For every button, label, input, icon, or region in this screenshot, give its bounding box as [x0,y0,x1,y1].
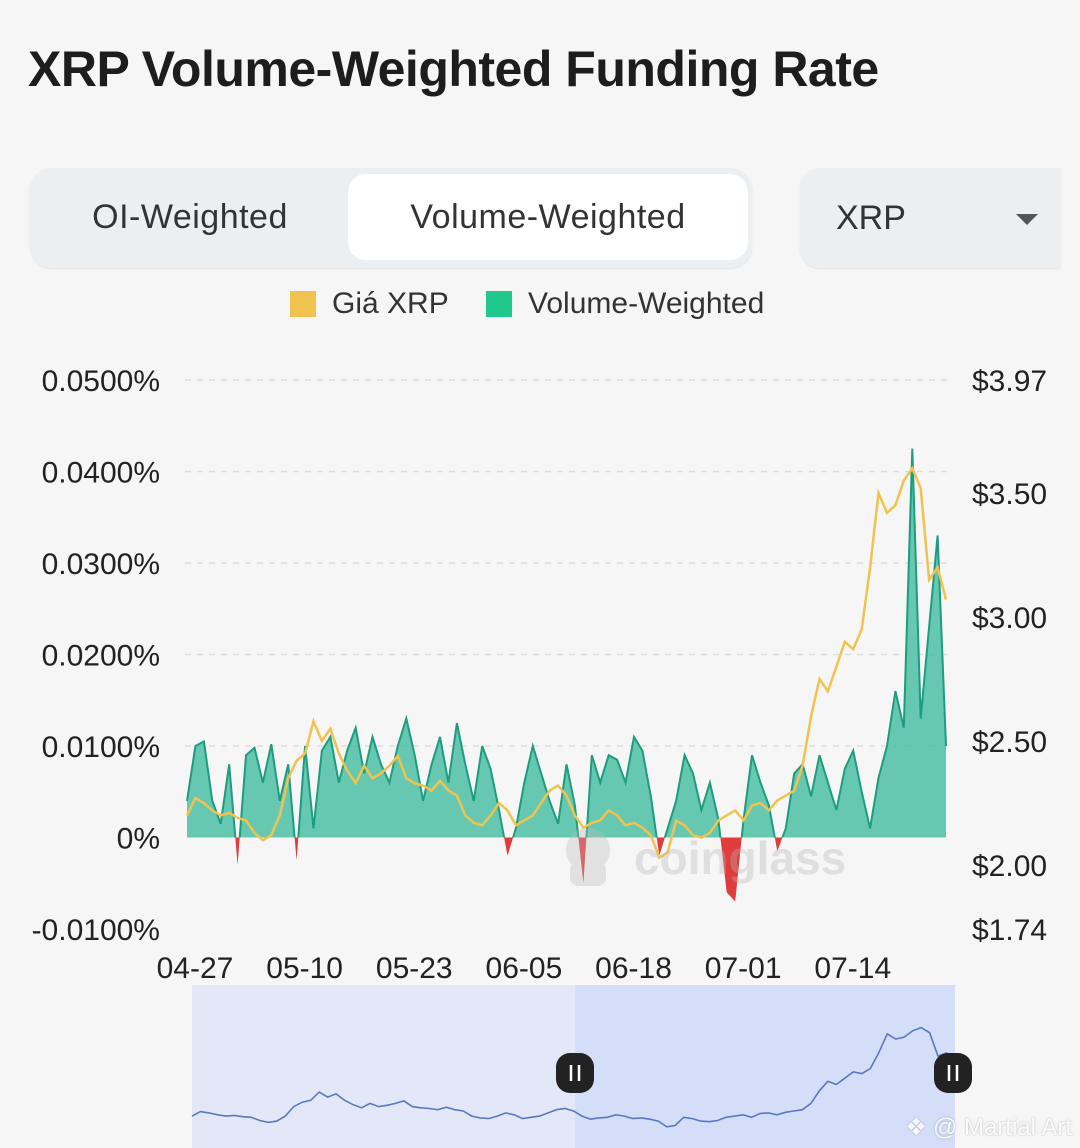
chart-legend: Giá XRP Volume-Weighted [0,284,1080,324]
legend-swatch-price [290,291,316,317]
x-tick-label: 05-10 [266,952,343,985]
y-right-tick-label: $3.00 [972,602,1047,635]
y-left-tick-label: -0.0100% [32,914,160,947]
legend-label-volume-weighted: Volume-Weighted [528,287,765,320]
chevron-down-icon [1016,214,1038,225]
funding-rate-chart[interactable]: 0.0500% 0.0400% 0.0300% 0.0200% 0.0100% 0% -0.… [0,0,1080,985]
x-tick-label: 06-18 [595,952,672,985]
navigator-selected-range [575,985,955,1148]
funding-area-positive [187,448,946,838]
tab-oi-weighted[interactable]: OI-Weighted [92,198,288,236]
y-left-tick-label: 0.0100% [42,731,160,764]
y-left-tick-label: 0% [117,823,160,856]
legend-label-price: Giá XRP [332,287,449,320]
price-line [185,465,948,860]
y-right-tick-label: $3.97 [972,365,1047,398]
y-left-tick-label: 0.0200% [42,640,160,673]
x-tick-label: 07-01 [705,952,782,985]
page-title: XRP Volume-Weighted Funding Rate [28,41,879,97]
x-tick-label: 04-27 [157,952,234,985]
y-right-tick-label: $2.00 [972,850,1047,883]
y-left-tick-label: 0.0300% [42,548,160,581]
photo-watermark-text: @ Martial Art [932,1113,1072,1141]
coinglass-watermark: coinglass [566,828,846,886]
diamond-icon: ❖ [905,1114,927,1141]
x-tick-label: 05-23 [376,952,453,985]
x-tick-label: 07-14 [814,952,891,985]
funding-line [186,448,947,838]
coin-select-value: XRP [836,199,906,237]
navigator-line [191,1026,956,1128]
navigator-handle-left[interactable] [556,1053,594,1093]
legend-item-volume-weighted[interactable]: Volume-Weighted [486,284,764,324]
coin-select[interactable]: XRP [800,168,1060,268]
legend-swatch-volume-weighted [486,291,512,317]
y-left-tick-label: 0.0400% [42,457,160,490]
weighting-tabs: OI-Weighted Volume-Weighted [30,168,752,268]
photo-watermark: ❖ @ Martial Art [905,1113,1072,1142]
tab-volume-weighted[interactable]: Volume-Weighted [348,174,748,260]
coinglass-logo-icon [566,828,610,872]
y-left-tick-label: 0.0500% [42,365,160,398]
range-navigator[interactable] [0,985,1080,1148]
navigator-handle-right[interactable] [934,1053,972,1093]
y-right-tick-label: $3.50 [972,478,1047,511]
chart-watermark-text: coinglass [634,832,846,884]
y-right-tick-label: $1.74 [972,914,1047,947]
x-tick-label: 06-05 [486,952,563,985]
y-right-tick-label: $2.50 [972,726,1047,759]
legend-item-price[interactable]: Giá XRP [290,284,449,324]
